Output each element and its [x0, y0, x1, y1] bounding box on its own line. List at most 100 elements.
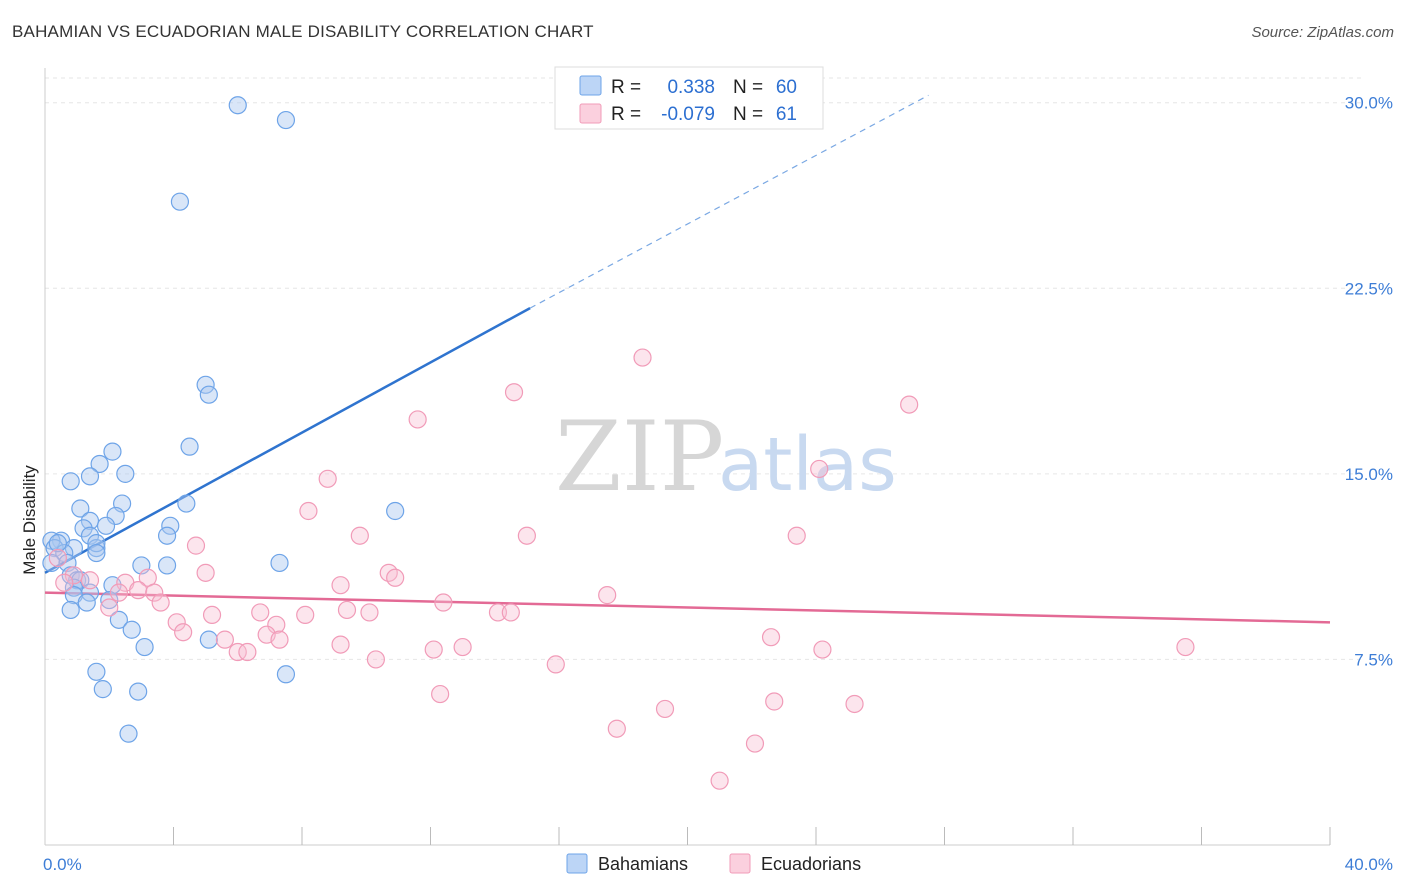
- point-bahamian: [109, 610, 128, 629]
- legend-swatch-bahamians: [579, 75, 602, 96]
- grid: [45, 77, 1365, 660]
- series-bahamians: [42, 96, 405, 743]
- point-bahamian: [77, 593, 96, 612]
- trend-extension-bahamians: [529, 94, 929, 309]
- point-bahamian: [80, 467, 100, 486]
- x-tick-label-min: 0.0%: [43, 855, 82, 874]
- watermark-zip: ZIP: [555, 401, 724, 513]
- point-ecuadorian: [174, 623, 193, 642]
- point-bahamian: [74, 519, 93, 538]
- chart-title: BAHAMIAN VS ECUADORIAN MALE DISABILITY C…: [12, 22, 594, 41]
- point-ecuadorian: [100, 598, 119, 617]
- point-ecuadorian: [196, 563, 215, 582]
- point-bahamian: [228, 96, 247, 115]
- y-tick-labels: 7.5% 15.0% 22.5% 30.0%: [1345, 94, 1393, 670]
- point-ecuadorian: [360, 603, 379, 622]
- point-bahamian: [87, 534, 106, 553]
- x-tick-label-max: 40.0%: [1345, 855, 1393, 874]
- y-tick-label: 22.5%: [1345, 279, 1393, 298]
- point-bahamian: [157, 556, 177, 575]
- trend-line-bahamians: [44, 307, 531, 574]
- point-ecuadorian: [845, 694, 864, 714]
- legend-swatch-ecuadorians: [579, 103, 602, 124]
- bottom-legend-bahamians: Bahamians: [598, 854, 688, 874]
- point-ecuadorian: [386, 568, 405, 587]
- y-axis-label: Male Disability: [20, 465, 39, 575]
- point-ecuadorian: [55, 573, 74, 592]
- point-bahamian: [157, 526, 177, 545]
- y-tick-label: 15.0%: [1345, 465, 1393, 484]
- y-tick-label: 7.5%: [1354, 650, 1393, 669]
- point-ecuadorian: [251, 603, 270, 622]
- legend-r-value-2: -0.079: [661, 104, 715, 125]
- point-ecuadorian: [633, 348, 652, 367]
- point-bahamian: [276, 665, 296, 684]
- point-ecuadorian: [765, 692, 784, 711]
- point-ecuadorian: [488, 603, 508, 622]
- point-bahamian: [93, 680, 112, 699]
- point-bahamian: [177, 494, 196, 513]
- point-ecuadorian: [151, 593, 170, 612]
- point-ecuadorian: [745, 734, 765, 753]
- series-ecuadorians: [48, 348, 1195, 790]
- legend-n-label-1: N =: [733, 77, 763, 98]
- point-ecuadorian: [431, 684, 450, 704]
- legend-n-value-2: 61: [776, 104, 797, 125]
- point-ecuadorian: [598, 586, 617, 605]
- point-bahamian: [96, 516, 116, 535]
- point-bahamian: [61, 600, 80, 620]
- point-bahamian: [196, 375, 215, 394]
- point-ecuadorian: [145, 583, 164, 602]
- bottom-legend-swatch-ecuadorians: [729, 853, 751, 874]
- point-ecuadorian: [900, 395, 919, 414]
- point-bahamian: [129, 682, 148, 701]
- point-bahamian: [90, 454, 109, 474]
- point-ecuadorian: [238, 642, 257, 662]
- point-bahamian: [61, 472, 80, 491]
- point-bahamian: [48, 534, 67, 553]
- source-label: Source: ZipAtlas.com: [1251, 24, 1394, 41]
- point-ecuadorian: [810, 459, 829, 479]
- point-bahamian: [135, 637, 154, 657]
- point-ecuadorian: [607, 719, 626, 738]
- point-ecuadorian: [546, 655, 565, 674]
- point-bahamian: [45, 538, 64, 558]
- point-bahamian: [122, 620, 141, 639]
- point-ecuadorian: [434, 593, 453, 612]
- point-ecuadorian: [408, 410, 427, 429]
- point-ecuadorian: [655, 699, 675, 719]
- point-bahamian: [199, 385, 218, 404]
- point-ecuadorian: [710, 771, 729, 790]
- point-ecuadorian: [761, 628, 781, 647]
- point-ecuadorian: [186, 536, 206, 555]
- point-bahamian: [87, 662, 106, 681]
- watermark-atlas: atlas: [718, 422, 897, 508]
- point-ecuadorian: [167, 613, 186, 632]
- point-ecuadorian: [366, 650, 385, 669]
- point-ecuadorian: [267, 615, 286, 634]
- point-bahamian: [270, 553, 289, 573]
- point-bahamian: [170, 192, 190, 211]
- point-bahamian: [100, 590, 119, 610]
- point-ecuadorian: [80, 571, 100, 590]
- point-bahamian: [276, 110, 296, 130]
- point-bahamian: [87, 543, 106, 563]
- point-ecuadorian: [228, 642, 247, 662]
- point-ecuadorian: [129, 581, 148, 600]
- point-ecuadorian: [501, 603, 520, 622]
- trend-lines: [44, 94, 1331, 624]
- y-tick-label: 30.0%: [1345, 94, 1393, 113]
- legend-r-label-2: R =: [611, 104, 641, 125]
- series-legend: Bahamians Ecuadorians: [566, 853, 861, 874]
- point-bahamian: [119, 724, 138, 743]
- point-ecuadorian: [504, 383, 524, 402]
- axes: [44, 68, 1331, 846]
- point-ecuadorian: [453, 637, 472, 657]
- point-ecuadorian: [813, 640, 832, 659]
- x-tick-labels: 0.0% 40.0%: [43, 855, 1393, 874]
- point-ecuadorian: [215, 630, 234, 649]
- point-ecuadorian: [350, 526, 369, 545]
- point-bahamian: [199, 630, 218, 649]
- point-ecuadorian: [331, 576, 350, 595]
